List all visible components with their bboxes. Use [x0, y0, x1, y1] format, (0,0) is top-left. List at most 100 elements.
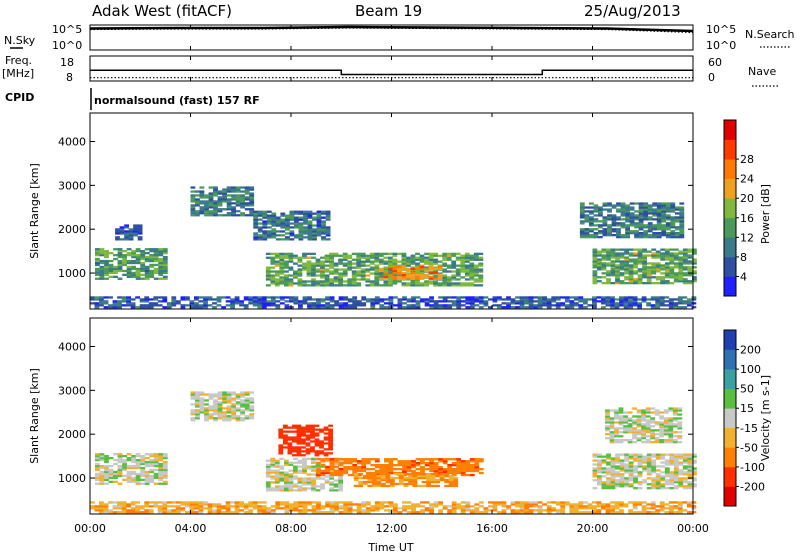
echo-cell — [292, 424, 297, 427]
echo-cell — [597, 459, 602, 462]
colorbar-tick-label: -200 — [740, 480, 765, 493]
colorbar-swatch — [724, 427, 736, 448]
station-title: Adak West (fitACF) — [92, 2, 232, 20]
echo-cell — [356, 503, 362, 506]
echo-cell — [130, 298, 136, 301]
echo-cell — [117, 255, 123, 259]
echo-cell — [677, 437, 683, 440]
echo-cell — [298, 304, 303, 307]
echo-cell — [325, 232, 331, 235]
echo-cell — [217, 196, 223, 199]
echo-cell — [99, 509, 104, 512]
echo-cell — [406, 258, 411, 261]
echo-cell — [469, 298, 475, 301]
echo-cell — [664, 270, 670, 273]
echo-cell — [692, 455, 697, 458]
echo-cell — [162, 505, 168, 508]
echo-cell — [275, 501, 281, 504]
echo-cell — [606, 463, 611, 466]
echo-cell — [356, 468, 362, 471]
echo-cell — [352, 306, 358, 309]
echo-cell — [616, 222, 621, 225]
echo-cell — [370, 458, 376, 461]
velocity-range-axis-label: Slant Range [km] — [28, 368, 41, 464]
echo-cell — [365, 260, 371, 263]
echo-cell — [397, 302, 403, 305]
echo-cell — [293, 469, 298, 472]
echo-cell — [126, 304, 131, 307]
echo-cell — [153, 263, 159, 267]
echo-cell — [624, 264, 629, 267]
echo-cell — [636, 411, 642, 414]
echo-cell — [637, 298, 642, 301]
echo-cell — [329, 483, 334, 486]
echo-cell — [222, 194, 227, 197]
colorbar-tick-label: -50 — [740, 441, 758, 454]
echo-cell — [99, 302, 104, 305]
echo-cell — [629, 212, 635, 215]
echo-cell — [623, 417, 628, 420]
echo-cell — [342, 274, 348, 277]
echo-cell — [265, 489, 271, 492]
echo-cell — [393, 505, 398, 508]
echo-cell — [492, 501, 498, 504]
echo-cell — [266, 230, 272, 233]
echo-cell — [271, 212, 277, 215]
echo-cell — [310, 448, 315, 451]
echo-cell — [222, 411, 227, 414]
echo-cell — [270, 511, 276, 514]
echo-cell — [356, 252, 362, 255]
echo-cell — [288, 268, 294, 271]
echo-cell — [298, 236, 304, 239]
echo-cell — [239, 300, 244, 303]
echo-cell — [623, 429, 628, 432]
echo-cell — [328, 424, 333, 427]
echo-cell — [573, 503, 579, 506]
echo-cell — [442, 469, 448, 473]
echo-cell — [421, 480, 427, 484]
echo-cell — [643, 202, 649, 205]
echo-cell — [338, 278, 343, 281]
echo-cell — [682, 248, 688, 251]
echo-cell — [437, 265, 443, 269]
echo-cell — [311, 304, 317, 307]
echo-cell — [615, 260, 620, 263]
echo-cell — [95, 478, 100, 481]
echo-cell — [660, 461, 666, 464]
echo-cell — [121, 503, 127, 506]
echo-cell — [117, 265, 123, 269]
echo-cell — [643, 212, 649, 215]
echo-cell — [668, 505, 674, 508]
echo-cell — [469, 268, 475, 271]
echo-cell — [137, 226, 143, 229]
echo-cell — [537, 304, 543, 307]
echo-cell — [257, 222, 263, 225]
echo-cell — [412, 476, 418, 480]
echo-cell — [678, 268, 684, 271]
echo-cell — [645, 431, 651, 434]
echo-cell — [533, 304, 538, 307]
echo-cell — [641, 413, 646, 416]
echo-cell — [298, 216, 304, 219]
echo-cell — [616, 232, 621, 235]
echo-cell — [668, 437, 674, 440]
echo-cell — [315, 264, 321, 267]
echo-cell — [324, 282, 330, 285]
echo-cell — [157, 505, 163, 508]
echo-cell — [453, 480, 459, 484]
echo-cell — [278, 452, 284, 455]
echo-cell — [294, 236, 299, 239]
echo-cell — [240, 196, 245, 199]
echo-cell — [646, 471, 652, 474]
echo-cell — [624, 262, 629, 265]
echo-cell — [287, 450, 293, 453]
echo-cell — [609, 425, 615, 428]
echo-cell — [131, 470, 136, 474]
echo-cell — [646, 268, 652, 271]
echo-cell — [265, 268, 271, 271]
echo-cell — [592, 266, 598, 269]
echo-cell — [198, 503, 204, 506]
echo-cell — [208, 415, 214, 418]
echo-cell — [569, 505, 575, 508]
echo-cell — [365, 264, 371, 267]
